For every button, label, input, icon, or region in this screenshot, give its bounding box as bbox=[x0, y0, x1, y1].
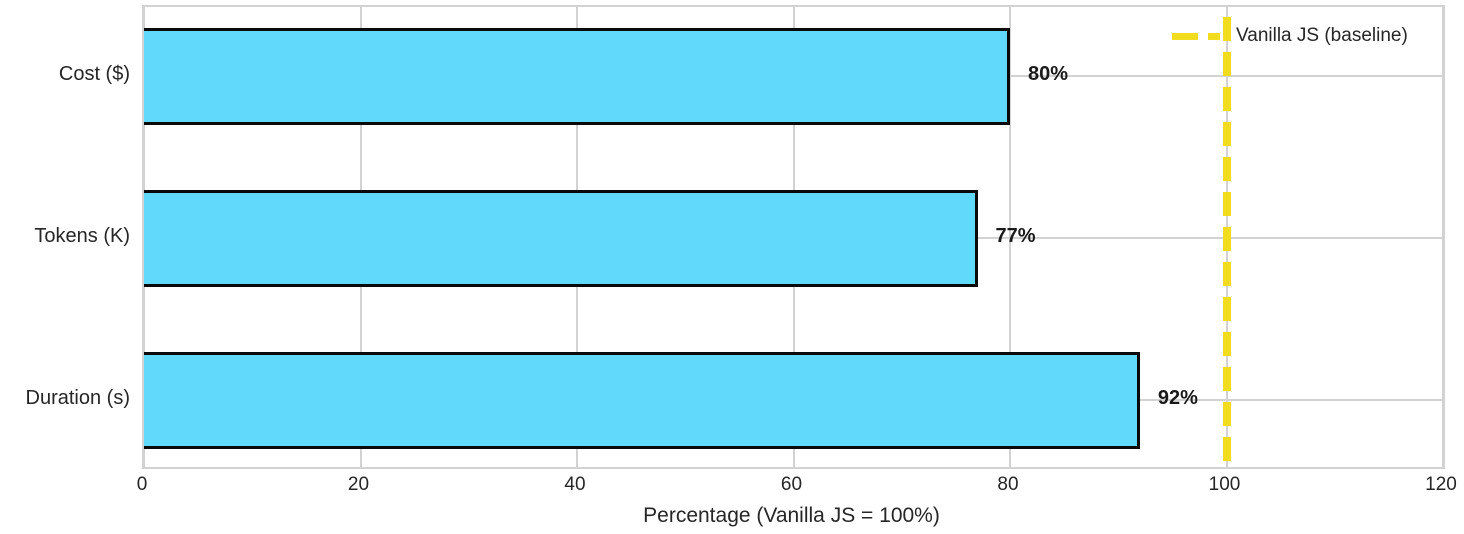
xtick-label-80: 80 bbox=[997, 474, 1019, 495]
bar-1 bbox=[144, 189, 978, 287]
xtick-label-40: 40 bbox=[564, 474, 586, 495]
category-label-1: Tokens (K) bbox=[34, 225, 130, 247]
legend-label: Vanilla JS (baseline) bbox=[1236, 25, 1408, 46]
xtick-label-120: 120 bbox=[1425, 474, 1457, 495]
value-label-1: 77% bbox=[995, 225, 1036, 247]
baseline-dashed-line bbox=[1222, 17, 1231, 467]
value-label-0: 80% bbox=[1028, 63, 1069, 85]
value-label-2: 92% bbox=[1157, 387, 1198, 409]
plot-area: Vanilla JS (baseline) bbox=[142, 5, 1445, 469]
bar-2 bbox=[144, 351, 1140, 449]
gridline-x-120 bbox=[1442, 7, 1444, 467]
xtick-label-100: 100 bbox=[1208, 474, 1241, 495]
bar-0 bbox=[144, 27, 1010, 125]
xtick-label-20: 20 bbox=[347, 474, 370, 495]
category-label-2: Duration (s) bbox=[25, 387, 130, 409]
legend-dashed-line-icon bbox=[1172, 32, 1220, 40]
x-axis-label: Percentage (Vanilla JS = 100%) bbox=[643, 504, 940, 527]
category-label-0: Cost ($) bbox=[58, 63, 130, 85]
xtick-label-60: 60 bbox=[780, 474, 803, 495]
legend: Vanilla JS (baseline) bbox=[1172, 24, 1408, 48]
xtick-label-0: 0 bbox=[136, 474, 148, 495]
